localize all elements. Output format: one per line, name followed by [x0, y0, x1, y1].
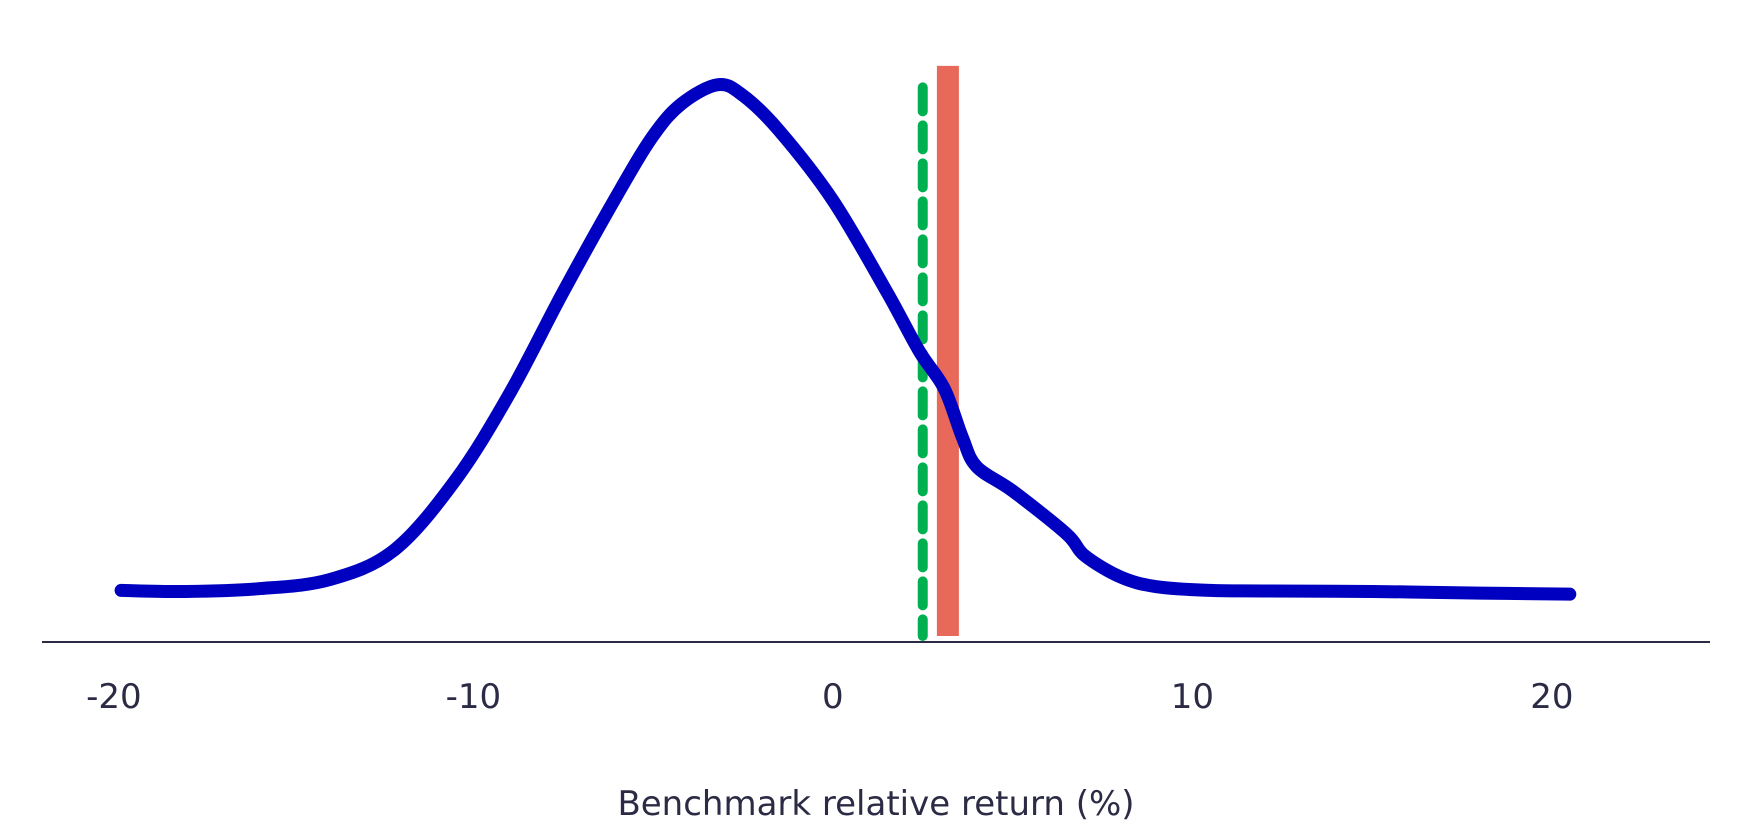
- series-layer: [114, 77, 1577, 601]
- x-tick-label: 0: [822, 677, 844, 717]
- density-series-line: [114, 77, 1577, 601]
- x-tick-label: -20: [86, 677, 142, 717]
- x-tick-label: 20: [1530, 677, 1573, 717]
- x-tick-label: 10: [1171, 677, 1214, 717]
- x-tick-label: -10: [446, 677, 502, 717]
- x-axis-title: Benchmark relative return (%): [617, 784, 1134, 824]
- x-tick-labels: -20 -10 0 10 20: [86, 677, 1573, 717]
